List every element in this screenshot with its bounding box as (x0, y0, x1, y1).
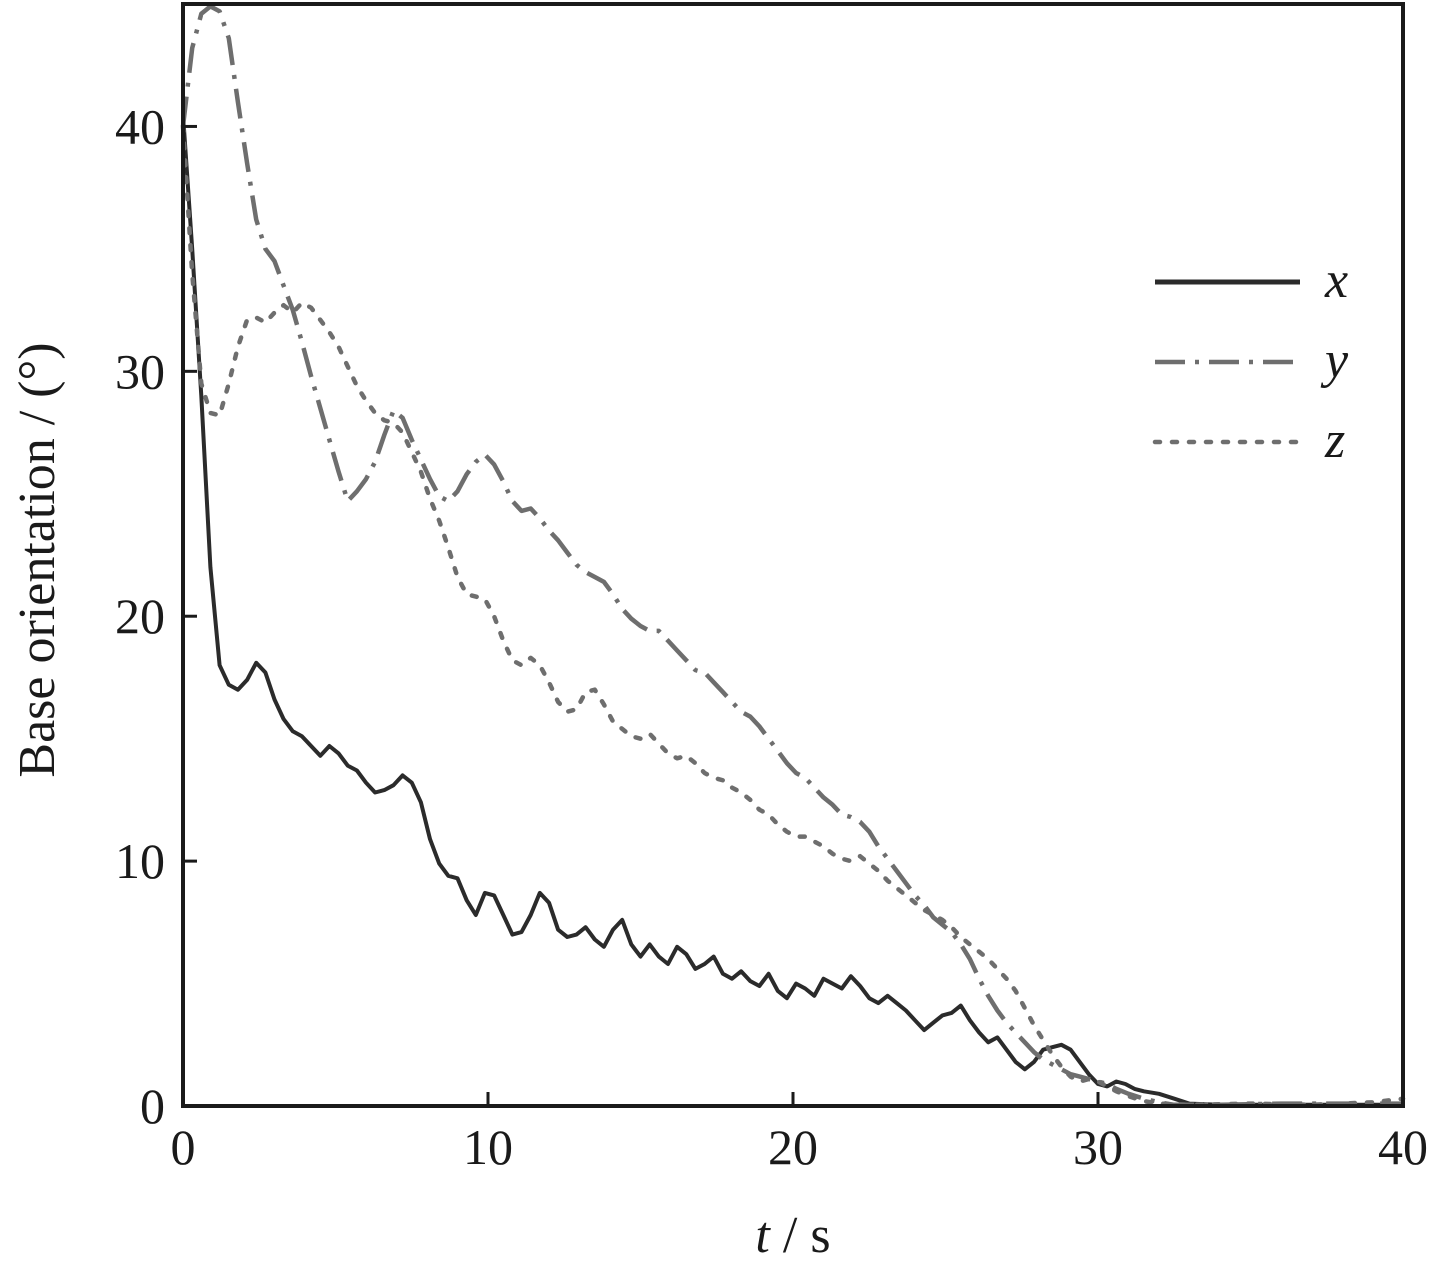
legend: xyz (1152, 252, 1349, 469)
x-axis-variable: t (755, 1207, 771, 1256)
x-tick-label: 10 (463, 1119, 513, 1175)
ticks-layer: 0 10 20 30 40 0 10 20 30 40 (115, 98, 1428, 1175)
x-tick-label: 30 (1073, 1119, 1123, 1175)
y-axis-title: Base orientation / (°) (9, 342, 66, 777)
x-axis-title: t / s (755, 1207, 830, 1256)
y-tick-label: 0 (140, 1078, 165, 1134)
series-layer (180, 4, 1406, 1108)
x-tick-label: 0 (171, 1119, 196, 1175)
y-tick-label: 10 (115, 833, 165, 889)
x-axis-unit: / s (770, 1207, 831, 1256)
y-tick-label: 40 (115, 98, 165, 154)
series-line-x (181, 114, 1403, 1107)
plot-frame (181, 2, 1405, 1108)
series-line-z (180, 124, 1406, 1108)
series-line-y (180, 4, 1403, 1108)
y-tick-label: 20 (115, 588, 165, 644)
y-tick-label: 30 (115, 343, 165, 399)
x-tick-label: 40 (1378, 1119, 1428, 1175)
legend-label-x: x (1324, 252, 1348, 309)
x-tick-label: 20 (768, 1119, 818, 1175)
legend-label-y: y (1320, 332, 1349, 389)
legend-label-z: z (1324, 412, 1345, 469)
